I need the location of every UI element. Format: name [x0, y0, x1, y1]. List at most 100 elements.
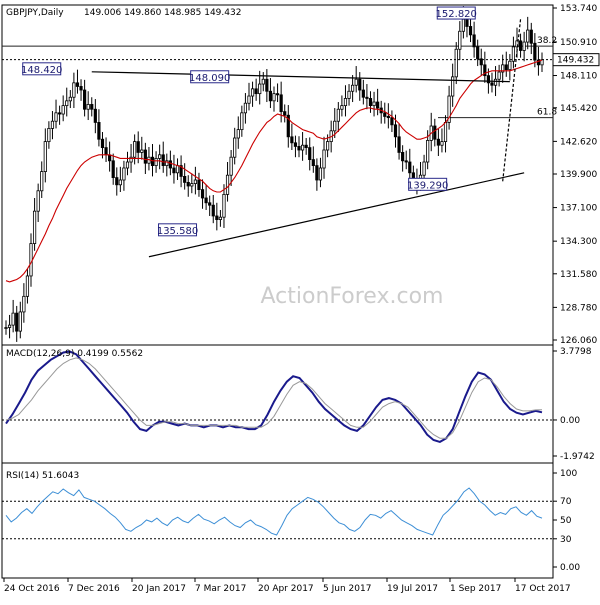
price-candle — [440, 141, 444, 146]
price-candle — [11, 312, 15, 326]
macd-y-tick-label: 3.7798 — [560, 347, 592, 357]
price-candle — [361, 89, 365, 98]
price-candle — [436, 138, 440, 146]
price-candle — [58, 112, 62, 115]
price-candle — [508, 60, 512, 71]
price-candle — [401, 152, 405, 162]
price-candle — [190, 183, 194, 187]
price-candle — [118, 179, 122, 186]
price-candle — [393, 124, 398, 138]
price-y-tick-label: 150.910 — [560, 38, 597, 48]
price-candle — [386, 116, 390, 119]
rsi-y-tick-label: 0.00 — [560, 563, 580, 573]
x-tick-label: 24 Oct 2016 — [4, 584, 60, 594]
price-candle — [518, 40, 523, 51]
rsi-y-tick-label: 70 — [560, 497, 572, 507]
price-candle — [200, 189, 205, 199]
price-candle — [493, 78, 498, 86]
price-candle — [290, 136, 294, 144]
price-candle — [336, 108, 340, 122]
price-y-tick-label: 128.780 — [560, 303, 597, 313]
price-candle — [179, 165, 183, 177]
price-candle — [43, 141, 47, 173]
price-candle — [50, 120, 55, 129]
price-candle — [443, 122, 448, 143]
price-candle — [383, 112, 387, 117]
price-candle — [376, 101, 380, 109]
x-axis: 24 Oct 2016 7 Dec 2016 20 Jan 2017 7 Mar 20… — [3, 578, 571, 594]
price-candle — [72, 82, 76, 98]
price-y-tick-label: 142.620 — [560, 137, 597, 147]
price-candle — [501, 64, 505, 73]
price-candle — [472, 34, 476, 48]
price-candle — [250, 88, 255, 97]
price-candle — [461, 18, 465, 32]
price-candle — [25, 275, 30, 297]
price-candle — [325, 141, 330, 151]
price-candle — [4, 327, 8, 329]
trendline — [91, 71, 510, 83]
price-candle — [215, 215, 219, 220]
price-candle — [265, 78, 269, 92]
price-candle — [529, 29, 533, 44]
price-candle — [479, 58, 483, 66]
price-candle — [229, 156, 233, 176]
price-candle — [36, 190, 40, 212]
price-candle — [533, 42, 537, 61]
price-candle — [308, 147, 312, 161]
price-y-tick-label: 139.900 — [560, 170, 597, 180]
price-candle — [486, 75, 491, 84]
last-price-box — [552, 53, 600, 67]
price-title: GBPJPY,Daily — [6, 8, 64, 18]
price-candle — [404, 160, 408, 163]
price-candle — [454, 48, 458, 78]
price-candle — [476, 46, 480, 60]
price-candle — [161, 154, 165, 167]
price-candle — [186, 181, 190, 187]
price-y-tick-label: 148.110 — [560, 72, 597, 82]
rsi-title: RSI(14) 51.6043 — [6, 471, 79, 481]
price-candle — [208, 202, 212, 206]
macd-title: MACD(12,26,9) 0.4199 0.5562 — [6, 349, 143, 359]
price-candle — [261, 78, 265, 85]
price-candle — [133, 141, 137, 158]
price-candle — [333, 120, 337, 132]
price-candle — [54, 112, 58, 122]
price-candle — [197, 179, 201, 190]
price-candle — [318, 167, 323, 181]
price-candle — [354, 78, 358, 86]
price-candle — [522, 41, 526, 51]
price-annotation-label: 135.580 — [157, 226, 198, 237]
price-candle — [526, 29, 530, 43]
price-candle — [29, 243, 33, 277]
price-annotation-label: 148.090 — [189, 73, 230, 84]
price-candle — [32, 210, 37, 244]
price-candle — [225, 174, 230, 195]
x-tick-label: 20 Jan 2017 — [132, 584, 186, 594]
price-candle — [222, 193, 226, 218]
price-candle — [183, 175, 187, 183]
price-candle — [300, 144, 305, 151]
price-candle — [150, 156, 155, 167]
macd-line — [5, 350, 543, 443]
price-candle — [433, 125, 437, 140]
price-candle — [283, 111, 287, 116]
price-candle — [168, 160, 172, 169]
price-candle — [111, 160, 115, 178]
price-y-tick-label: 153.740 — [560, 4, 597, 14]
price-candle — [233, 137, 237, 158]
price-candle — [372, 101, 376, 107]
price-candle — [351, 84, 355, 92]
price-candle — [247, 95, 251, 104]
x-tick-label: 5 Jun 2017 — [323, 584, 371, 594]
rsi-line — [5, 487, 543, 536]
price-candle — [322, 149, 326, 169]
x-tick-label: 7 Dec 2016 — [68, 584, 120, 594]
price-candle — [311, 159, 315, 167]
rsi-y-tick-label: 100 — [560, 469, 577, 479]
price-candle — [254, 88, 258, 95]
price-candle — [204, 197, 208, 204]
price-candle — [279, 94, 283, 113]
price-annotation-box — [190, 70, 230, 84]
price-annotation-label: 139.290 — [407, 180, 448, 191]
